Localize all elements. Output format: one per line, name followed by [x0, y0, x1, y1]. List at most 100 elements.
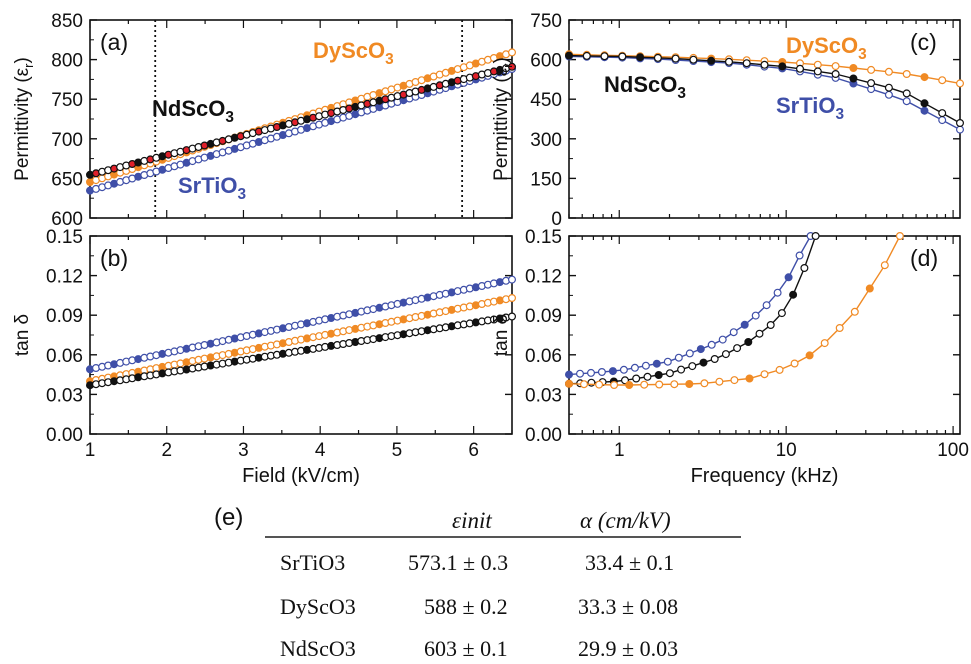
data-point [742, 59, 751, 68]
data-point [618, 52, 627, 61]
data-point [820, 339, 829, 348]
x-tick-label: 10 [776, 440, 797, 461]
data-point [665, 369, 674, 378]
panel-label: (b) [100, 245, 128, 271]
results-table: (e) εinit α (cm/kV) SrTiO3 573.1 ± 0.3 3… [180, 504, 760, 664]
y-tick-label: 0.09 [46, 306, 83, 327]
data-point [696, 345, 705, 354]
data-point [773, 288, 782, 297]
y-tick-label: 0.03 [46, 385, 83, 406]
table-row-alpha: 29.9 ± 0.03 [578, 636, 679, 661]
data-point [744, 338, 753, 347]
data-point [920, 99, 929, 108]
data-point [831, 69, 840, 78]
data-point [579, 380, 588, 389]
data-point [760, 370, 769, 379]
y-tick-label: 300 [530, 130, 562, 151]
table-header-eps-init: εinit [452, 508, 492, 533]
data-point [699, 358, 708, 367]
data-point [707, 56, 716, 65]
x-axis-label: Frequency (kHz) [691, 465, 839, 487]
data-point [745, 374, 754, 383]
y-tick-label: 0.00 [46, 425, 83, 446]
data-point [955, 125, 964, 134]
series-line [568, 235, 817, 385]
series-line [568, 235, 901, 386]
series-annotation: DyScO3 [786, 33, 867, 63]
table-row-material: DyScO3 [280, 594, 356, 619]
data-point [729, 328, 738, 337]
panel-label: (d) [910, 245, 938, 271]
data-point [789, 290, 798, 299]
data-point [677, 365, 686, 374]
data-point [865, 284, 874, 293]
data-point [643, 372, 652, 381]
data-point [710, 355, 719, 364]
data-point [920, 73, 929, 82]
data-point [508, 294, 517, 303]
table-row-eps: 588 ± 0.2 [424, 594, 508, 619]
y-tick-label: 700 [51, 130, 83, 151]
data-point [700, 379, 709, 388]
data-point [766, 321, 775, 330]
y-tick-label: 0 [551, 209, 562, 230]
plot-frame [89, 235, 513, 435]
plot-frame [568, 19, 961, 219]
data-point [920, 106, 929, 115]
data-point [777, 309, 786, 318]
data-point [805, 351, 814, 360]
y-axis-label: Permittivity (εr) [12, 57, 36, 181]
data-point [508, 48, 517, 57]
data-point [880, 261, 889, 270]
data-point [778, 62, 787, 71]
y-tick-label: 0.15 [525, 227, 562, 248]
data-point [867, 65, 876, 74]
x-tick-label: 100 [937, 440, 969, 461]
data-point [867, 79, 876, 88]
data-point [850, 307, 859, 316]
data-point [575, 369, 584, 378]
data-point [597, 368, 606, 377]
y-tick-label: 0.00 [525, 425, 562, 446]
data-point [619, 365, 628, 374]
data-point [685, 349, 694, 358]
data-point [762, 301, 771, 310]
series-annotation: DyScO3 [313, 38, 394, 68]
data-point [508, 62, 517, 71]
data-point [884, 90, 893, 99]
data-point [740, 320, 749, 329]
data-point [835, 324, 844, 333]
plot-frame [568, 235, 961, 435]
data-point [625, 381, 634, 390]
data-point [849, 63, 858, 72]
data-point [755, 329, 764, 338]
y-tick-label: 0.15 [46, 227, 83, 248]
y-tick-label: 750 [530, 11, 562, 32]
data-point [685, 380, 694, 389]
series-annotation: SrTiO3 [178, 173, 246, 203]
y-tick-label: 650 [51, 169, 83, 190]
data-point [775, 365, 784, 374]
data-point [632, 374, 641, 383]
y-tick-label: 0.09 [525, 306, 562, 327]
data-point [938, 116, 947, 125]
data-point [564, 51, 573, 60]
x-tick-label: 2 [161, 440, 172, 461]
data-point [902, 69, 911, 78]
panel-label: (c) [910, 29, 937, 55]
y-tick-label: 0.03 [525, 385, 562, 406]
panel-label: (a) [100, 29, 128, 55]
data-point [582, 51, 591, 60]
data-point [813, 67, 822, 76]
data-point [938, 109, 947, 118]
data-point [608, 367, 617, 376]
data-point [707, 340, 716, 349]
data-point [784, 273, 793, 282]
series-annotation: NdScO3 [152, 96, 234, 126]
series-annotation: NdScO3 [604, 72, 686, 102]
x-tick-label: 5 [392, 440, 403, 461]
y-tick-label: 600 [51, 209, 83, 230]
data-point [674, 353, 683, 362]
data-point [724, 57, 733, 66]
